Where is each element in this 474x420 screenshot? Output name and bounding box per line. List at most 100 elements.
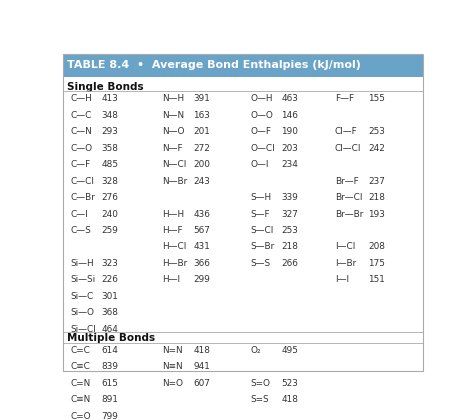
Text: C—I: C—I	[70, 210, 88, 218]
Text: 208: 208	[368, 242, 385, 252]
Text: 323: 323	[101, 259, 118, 268]
Text: 391: 391	[193, 94, 210, 103]
Text: 339: 339	[282, 193, 298, 202]
Text: O—I: O—I	[250, 160, 269, 169]
Text: 366: 366	[193, 259, 210, 268]
Text: I—I: I—I	[335, 276, 349, 284]
Text: Si—Si: Si—Si	[70, 276, 95, 284]
Text: S—F: S—F	[250, 210, 270, 218]
Text: C—Cl: C—Cl	[70, 176, 94, 186]
Text: C=N: C=N	[70, 379, 91, 388]
Text: N≡N: N≡N	[162, 362, 183, 371]
Text: C—Br: C—Br	[70, 193, 95, 202]
Text: 253: 253	[282, 226, 298, 235]
Text: 368: 368	[101, 308, 118, 318]
Text: 799: 799	[101, 412, 118, 420]
Text: 266: 266	[282, 259, 298, 268]
Text: 607: 607	[193, 379, 210, 388]
Text: Cl—F: Cl—F	[335, 127, 357, 136]
Text: H—Br: H—Br	[162, 259, 187, 268]
Text: 615: 615	[101, 379, 118, 388]
Text: O—O: O—O	[250, 110, 273, 120]
Text: 218: 218	[368, 193, 385, 202]
Text: 358: 358	[101, 144, 118, 152]
Text: Si—C: Si—C	[70, 292, 93, 301]
Text: C=O: C=O	[70, 412, 91, 420]
Text: 327: 327	[282, 210, 298, 218]
Text: 200: 200	[193, 160, 210, 169]
Text: 348: 348	[101, 110, 118, 120]
Text: I—Cl: I—Cl	[335, 242, 355, 252]
Text: O₂: O₂	[250, 346, 261, 355]
Text: 418: 418	[193, 346, 210, 355]
Text: 418: 418	[282, 396, 299, 404]
Text: N—N: N—N	[162, 110, 184, 120]
Text: Cl—Cl: Cl—Cl	[335, 144, 361, 152]
Text: 237: 237	[368, 176, 385, 186]
Text: Br—Cl: Br—Cl	[335, 193, 362, 202]
Text: 155: 155	[368, 94, 385, 103]
Text: O—H: O—H	[250, 94, 273, 103]
Text: S=S: S=S	[250, 396, 269, 404]
Text: 190: 190	[282, 127, 298, 136]
Text: 253: 253	[368, 127, 385, 136]
Text: 193: 193	[368, 210, 385, 218]
Text: C—C: C—C	[70, 110, 91, 120]
Text: 614: 614	[101, 346, 118, 355]
Text: 276: 276	[101, 193, 118, 202]
Text: N—Br: N—Br	[162, 176, 187, 186]
Text: 203: 203	[282, 144, 298, 152]
Text: C≡N: C≡N	[70, 396, 91, 404]
Text: 436: 436	[193, 210, 210, 218]
Text: 523: 523	[282, 379, 298, 388]
Text: O—Cl: O—Cl	[250, 144, 275, 152]
Text: 839: 839	[101, 362, 118, 371]
Bar	[63, 54, 423, 77]
Text: 891: 891	[101, 396, 118, 404]
Text: 218: 218	[282, 242, 299, 252]
Text: 567: 567	[193, 226, 210, 235]
Text: Si—Cl: Si—Cl	[70, 325, 96, 334]
Text: 243: 243	[193, 176, 210, 186]
Text: C—H: C—H	[70, 94, 92, 103]
Text: F—F: F—F	[335, 94, 354, 103]
Text: 301: 301	[101, 292, 118, 301]
Text: Br—F: Br—F	[335, 176, 358, 186]
Text: N—O: N—O	[162, 127, 184, 136]
Text: H—I: H—I	[162, 276, 180, 284]
Text: H—F: H—F	[162, 226, 183, 235]
Text: 299: 299	[193, 276, 210, 284]
Text: 242: 242	[368, 144, 385, 152]
Text: C—F: C—F	[70, 160, 91, 169]
Text: Single Bonds: Single Bonds	[67, 82, 144, 92]
Text: 495: 495	[282, 346, 298, 355]
Text: N—F: N—F	[162, 144, 183, 152]
Text: H—Cl: H—Cl	[162, 242, 186, 252]
Text: C≡C: C≡C	[70, 362, 90, 371]
Text: 413: 413	[101, 94, 118, 103]
Text: 259: 259	[101, 226, 118, 235]
Text: N—H: N—H	[162, 94, 184, 103]
Text: C—S: C—S	[70, 226, 91, 235]
Text: 328: 328	[101, 176, 118, 186]
Text: Multiple Bonds: Multiple Bonds	[67, 333, 155, 344]
Text: S—H: S—H	[250, 193, 272, 202]
Text: H—H: H—H	[162, 210, 184, 218]
Text: 464: 464	[101, 325, 118, 334]
Text: C—O: C—O	[70, 144, 92, 152]
Text: N—Cl: N—Cl	[162, 160, 186, 169]
Text: 272: 272	[193, 144, 210, 152]
Text: S—S: S—S	[250, 259, 270, 268]
Text: S—Cl: S—Cl	[250, 226, 273, 235]
Text: O—F: O—F	[250, 127, 271, 136]
Text: 485: 485	[101, 160, 118, 169]
Text: 431: 431	[193, 242, 210, 252]
Text: C=C: C=C	[70, 346, 90, 355]
Text: 151: 151	[368, 276, 385, 284]
Text: S=O: S=O	[250, 379, 270, 388]
Text: 146: 146	[282, 110, 298, 120]
Text: 240: 240	[101, 210, 118, 218]
Text: N=O: N=O	[162, 379, 183, 388]
Text: 234: 234	[282, 160, 298, 169]
Text: 163: 163	[193, 110, 210, 120]
